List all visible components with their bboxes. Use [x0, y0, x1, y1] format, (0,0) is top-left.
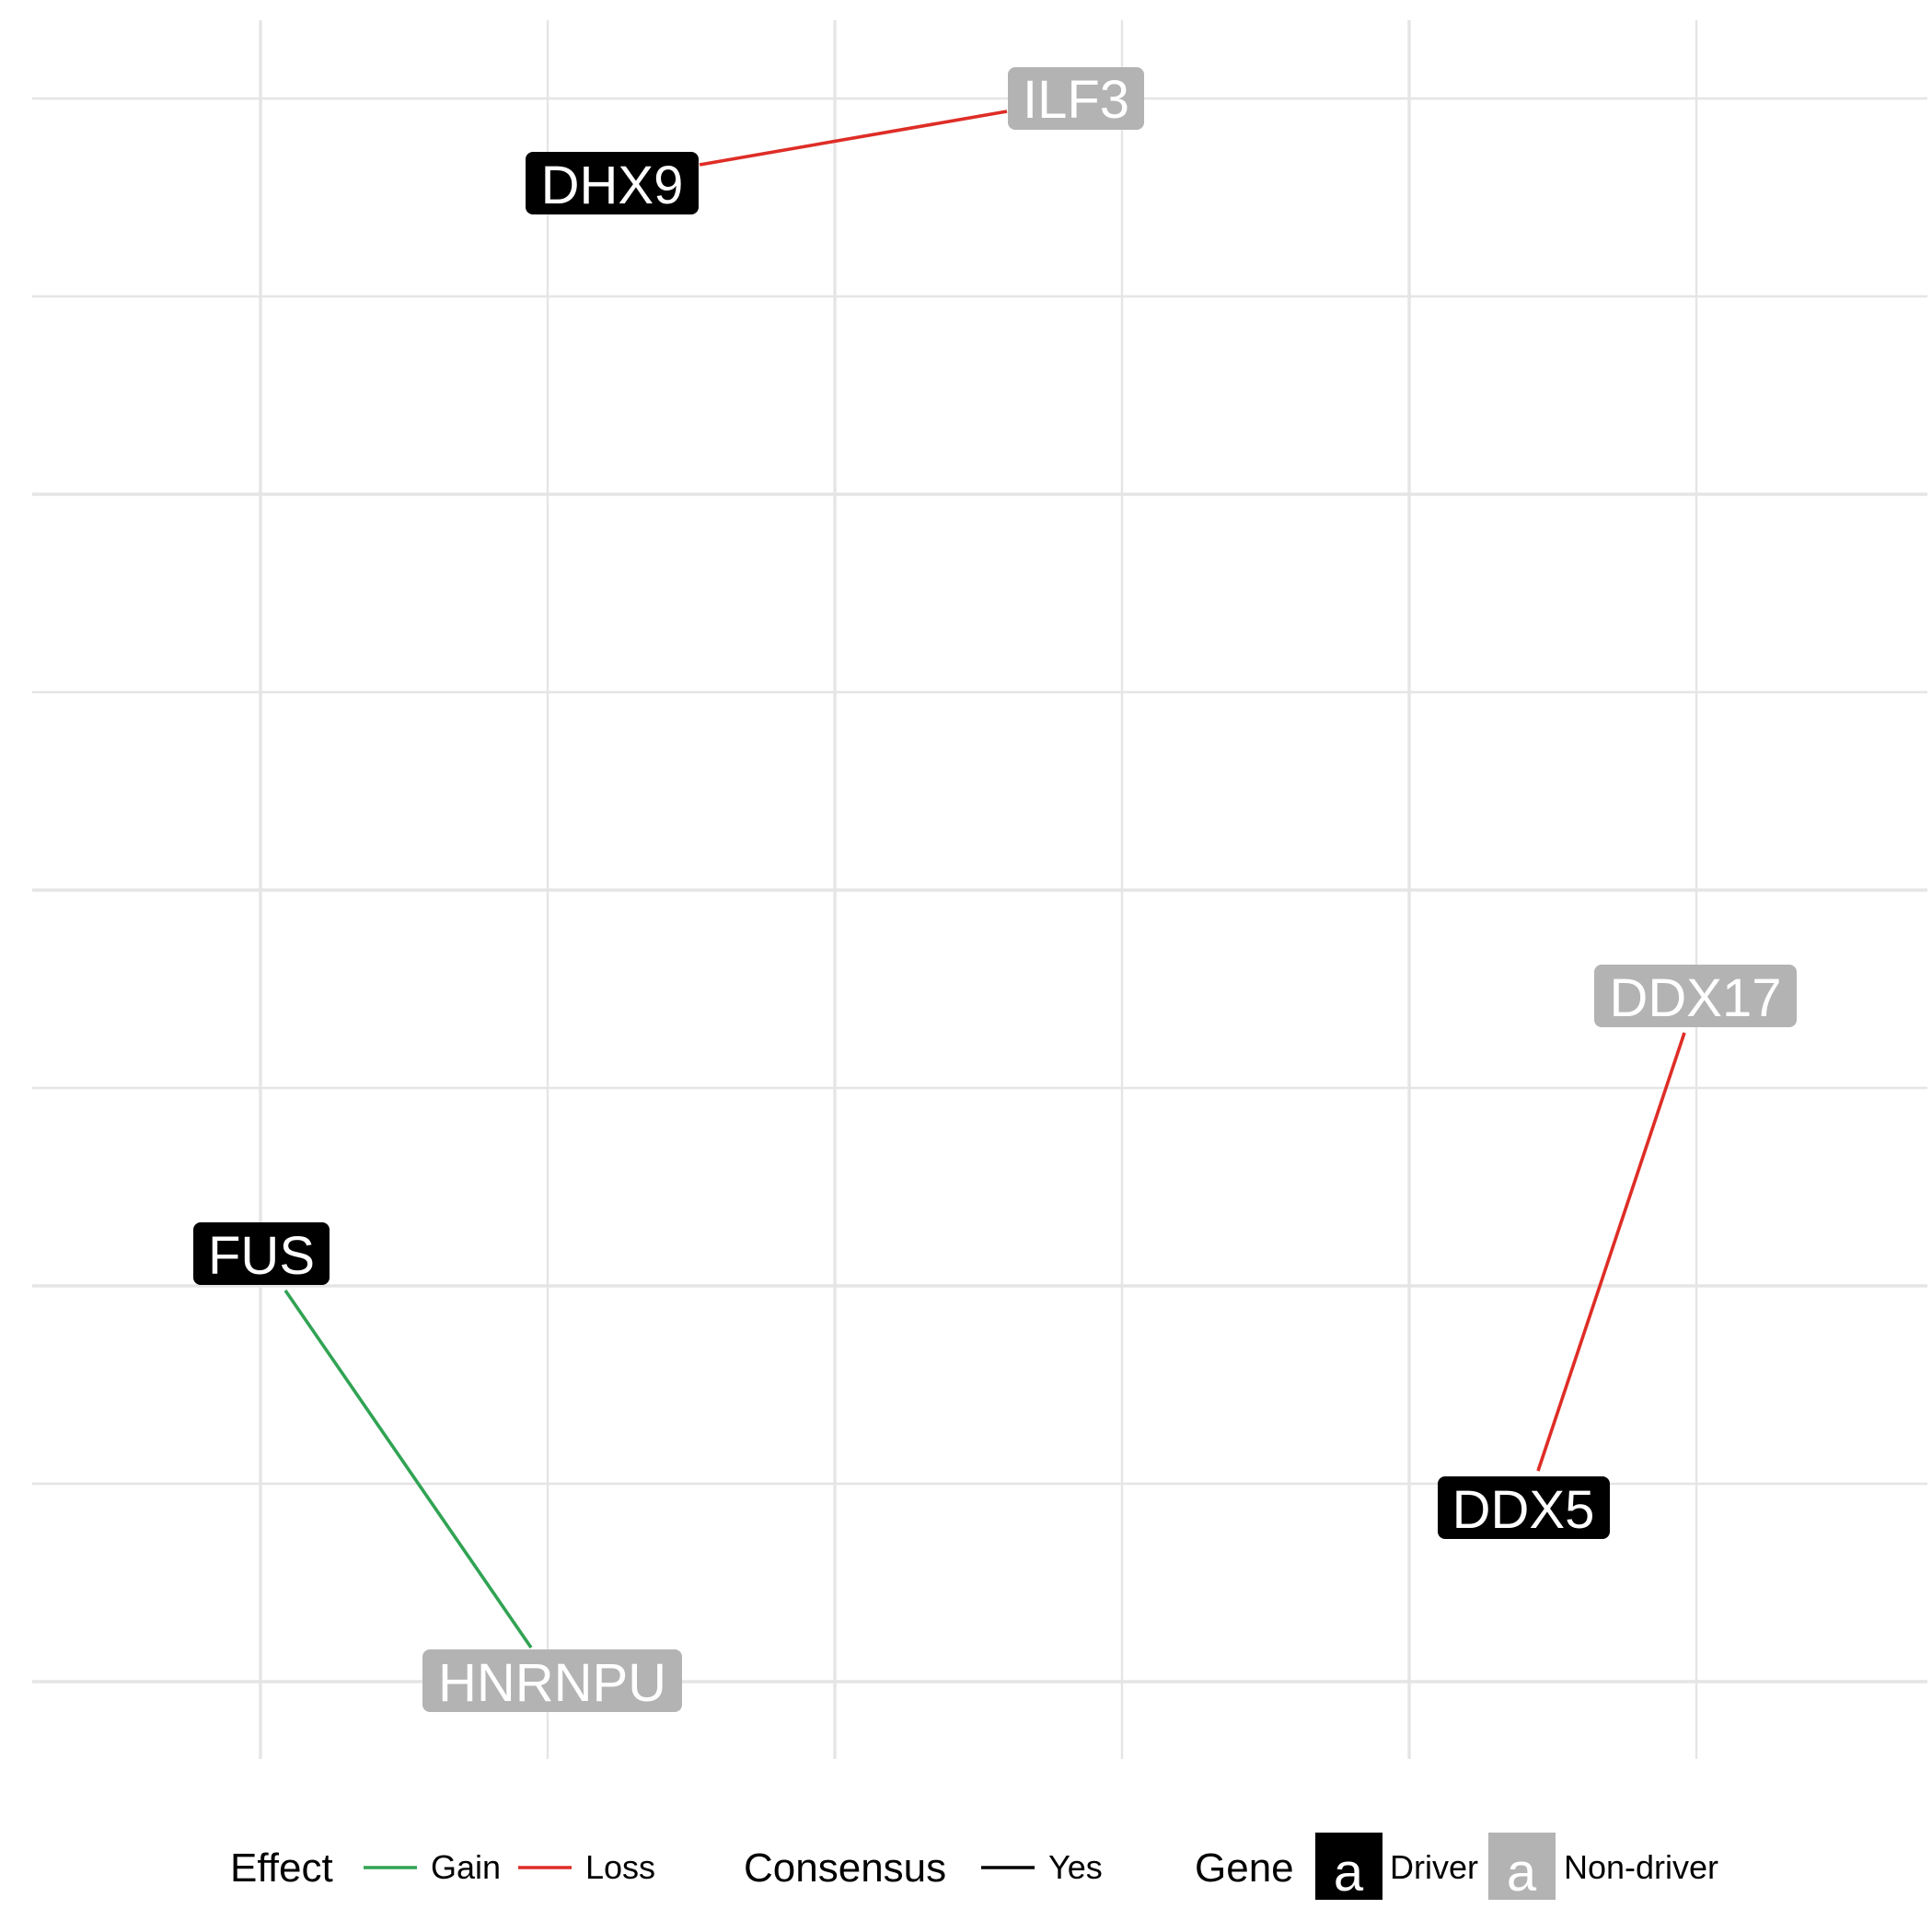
legend-gain-label: Gain [431, 1848, 501, 1886]
node-box [422, 1649, 682, 1712]
legend-nondriver-glyph: a [1507, 1843, 1537, 1903]
legend-nondriver-label: Non-driver [1564, 1848, 1718, 1886]
legend-nondriver-key [1488, 1833, 1556, 1900]
nodes: ILF3 DHX9 DDX17 FUS DDX5 HNRNPU [193, 67, 1797, 1713]
node-ddx5: DDX5 [1438, 1476, 1610, 1540]
legend-effect-title: Effect [230, 1845, 333, 1891]
node-hnrnpu: HNRNPU [422, 1649, 682, 1713]
node-label: DDX17 [1610, 968, 1782, 1028]
node-box [1594, 965, 1797, 1027]
edge-fus-hnrnpu [283, 1289, 533, 1649]
node-label: ILF3 [1023, 70, 1129, 130]
node-label: DHX9 [541, 156, 684, 215]
legend-driver-glyph: a [1334, 1843, 1364, 1903]
panel-grid [32, 20, 1927, 1759]
node-box [193, 1222, 330, 1285]
node-label: HNRNPU [438, 1653, 666, 1713]
legend-gene: Gene a Driver a Non-driver [1195, 1833, 1718, 1903]
node-box [1008, 67, 1144, 130]
legend-effect: Effect Gain Loss [230, 1845, 655, 1891]
legend-yes-label: Yes [1048, 1848, 1103, 1886]
legend-gene-title: Gene [1195, 1845, 1294, 1891]
legend-consensus: Consensus Yes [744, 1845, 1103, 1891]
legend-driver-key [1315, 1833, 1382, 1900]
node-box [526, 152, 699, 214]
edge-dhx9-ilf3 [699, 110, 1008, 167]
node-ilf3: ILF3 [1008, 67, 1144, 130]
legend-driver-label: Driver [1390, 1848, 1478, 1886]
edge-ddx5-ddx17 [1536, 1032, 1686, 1472]
legend: Effect Gain Loss Consensus Yes Gene a Dr… [230, 1833, 1718, 1903]
node-box [1438, 1476, 1610, 1539]
legend-consensus-title: Consensus [744, 1845, 946, 1891]
edges [283, 110, 1686, 1649]
node-ddx17: DDX17 [1594, 965, 1797, 1028]
node-dhx9: DHX9 [526, 152, 699, 215]
node-label: FUS [208, 1226, 315, 1286]
legend-loss-label: Loss [585, 1848, 655, 1886]
node-fus: FUS [193, 1222, 330, 1286]
node-label: DDX5 [1452, 1480, 1595, 1540]
